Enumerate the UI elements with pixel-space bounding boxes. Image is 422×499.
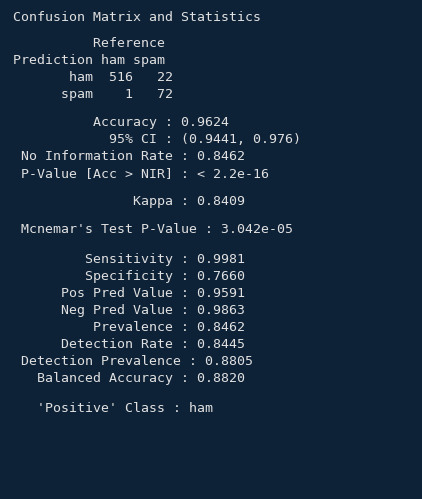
Text: Kappa : 0.8409: Kappa : 0.8409 [13, 195, 245, 208]
Text: Specificity : 0.7660: Specificity : 0.7660 [13, 270, 245, 283]
Text: 'Positive' Class : ham: 'Positive' Class : ham [13, 402, 213, 415]
Text: Pos Pred Value : 0.9591: Pos Pred Value : 0.9591 [13, 287, 245, 300]
Text: Balanced Accuracy : 0.8820: Balanced Accuracy : 0.8820 [13, 372, 245, 385]
Text: ham  516   22: ham 516 22 [13, 71, 173, 84]
Text: Detection Prevalence : 0.8805: Detection Prevalence : 0.8805 [13, 355, 253, 368]
Text: Sensitivity : 0.9981: Sensitivity : 0.9981 [13, 253, 245, 266]
Text: Accuracy : 0.9624: Accuracy : 0.9624 [13, 116, 229, 129]
Text: Reference: Reference [13, 37, 165, 50]
Text: 95% CI : (0.9441, 0.976): 95% CI : (0.9441, 0.976) [13, 133, 300, 146]
Text: Mcnemar's Test P-Value : 3.042e-05: Mcnemar's Test P-Value : 3.042e-05 [13, 223, 293, 236]
Text: spam    1   72: spam 1 72 [13, 88, 173, 101]
Text: Neg Pred Value : 0.9863: Neg Pred Value : 0.9863 [13, 304, 245, 317]
Text: No Information Rate : 0.8462: No Information Rate : 0.8462 [13, 150, 245, 163]
Text: Confusion Matrix and Statistics: Confusion Matrix and Statistics [13, 11, 261, 24]
Text: Prediction ham spam: Prediction ham spam [13, 54, 165, 67]
Text: P-Value [Acc > NIR] : < 2.2e-16: P-Value [Acc > NIR] : < 2.2e-16 [13, 167, 269, 180]
Text: Detection Rate : 0.8445: Detection Rate : 0.8445 [13, 338, 245, 351]
Text: Prevalence : 0.8462: Prevalence : 0.8462 [13, 321, 245, 334]
